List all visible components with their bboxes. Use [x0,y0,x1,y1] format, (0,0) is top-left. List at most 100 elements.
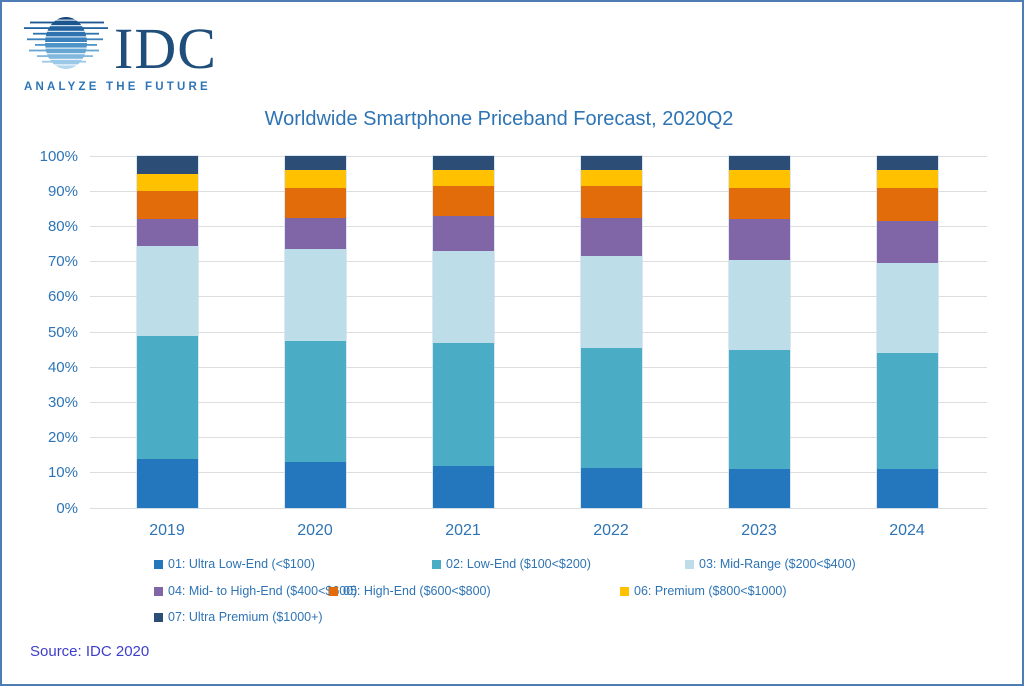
bar-segment [284,340,346,463]
bar-segment [284,462,346,508]
bar-segment [580,217,642,257]
bar-segment [284,217,346,250]
bar-2022 [579,155,643,509]
x-tick-label: 2019 [149,522,185,539]
bar-2019 [135,155,199,509]
legend-label: 04: Mid- to High-End ($400<$600) [168,584,358,598]
y-tick-label: 50% [47,323,78,341]
bar-2023 [727,155,791,509]
idc-globe-icon [24,14,108,75]
bar-segment [432,170,494,186]
y-tick-label: 60% [47,288,78,306]
bar-segment [136,173,198,192]
bar-segment [876,221,938,264]
gridline [90,437,987,439]
bar-2024 [875,155,939,509]
legend-label: 07: Ultra Premium ($1000+) [168,610,323,624]
legend-swatch-icon [432,559,441,569]
bar-segment [284,249,346,341]
x-tick-label: 2020 [297,522,333,539]
bar-segment [728,156,790,171]
y-tick-label: 20% [47,429,78,447]
bar-segment [284,156,346,171]
legend-item: 07: Ultra Premium ($1000+) [154,610,323,624]
bar-segment [728,469,790,508]
legend-item: 02: Low-End ($100<$200) [432,557,591,571]
bar-segment [876,156,938,171]
bar-segment [728,349,790,470]
legend-label: 03: Mid-Range ($200<$400) [699,557,856,571]
legend-item: 01: Ultra Low-End (<$100) [154,557,315,571]
bar-segment [580,256,642,348]
bar-segment [876,469,938,508]
legend-label: 05: High-End ($600<$800) [343,584,491,598]
bar-segment [580,156,642,171]
bar-segment [136,191,198,220]
bar-2021 [431,155,495,509]
gridline [90,155,987,157]
x-tick-label: 2024 [889,522,925,539]
bar-segment [136,458,198,508]
bar-segment [136,156,198,174]
bar-segment [728,170,790,188]
y-tick-label: 10% [47,464,78,482]
y-tick-label: 90% [47,182,78,200]
bar-segment [284,170,346,188]
bar-segment [136,245,198,336]
bar-segment [580,347,642,468]
legend-label: 01: Ultra Low-End (<$100) [168,557,315,571]
bar-segment [580,170,642,186]
bar-segment [876,170,938,188]
bar-segment [432,251,494,343]
gridline [90,296,987,298]
legend-swatch-icon [154,586,163,596]
bar-segment [580,467,642,508]
legend-item: 05: High-End ($600<$800) [329,584,491,598]
bar-segment [876,187,938,222]
bar-segment [876,263,938,354]
idc-brand-text: IDC [114,16,217,81]
bar-segment [728,219,790,260]
y-tick-label: 100% [39,147,78,165]
x-tick-label: 2022 [593,522,629,539]
y-tick-label: 30% [47,393,78,411]
bar-segment [728,259,790,350]
legend-label: 06: Premium ($800<$1000) [634,584,787,598]
bar-2020 [283,155,347,509]
gridline [90,331,987,333]
legend-label: 02: Low-End ($100<$200) [446,557,591,571]
legend-item: 04: Mid- to High-End ($400<$600) [154,584,357,598]
y-tick-label: 70% [47,253,78,271]
gridline [90,401,987,403]
bar-segment [432,185,494,216]
idc-logo: IDC ANALYZE THE FUTURE [24,14,254,93]
legend-swatch-icon [685,559,694,569]
gridline [90,190,987,192]
bar-segment [432,215,494,252]
bar-segment [432,342,494,466]
gridline [90,261,987,263]
y-tick-label: 0% [56,499,78,517]
bar-segment [580,185,642,218]
gridline [90,225,987,227]
gridline [90,366,987,368]
bar-segment [136,335,198,459]
y-tick-label: 40% [47,358,78,376]
legend-swatch-icon [154,612,163,622]
bar-segment [728,187,790,220]
bar-segment [876,353,938,470]
bar-segment [136,219,198,246]
legend-swatch-icon [154,559,163,569]
bar-segment [432,156,494,171]
gridline [90,472,987,474]
idc-tagline: ANALYZE THE FUTURE [24,81,211,93]
y-tick-label: 80% [47,217,78,235]
x-tick-label: 2023 [741,522,777,539]
gridline [90,507,987,509]
legend-item: 03: Mid-Range ($200<$400) [685,557,856,571]
legend-item: 06: Premium ($800<$1000) [620,584,787,598]
legend-swatch-icon [329,586,338,596]
legend-swatch-icon [620,586,629,596]
